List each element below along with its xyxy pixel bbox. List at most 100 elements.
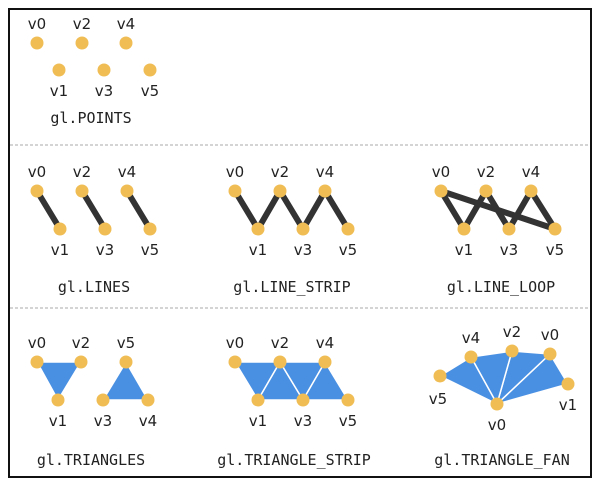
vertex-dot [228, 355, 242, 369]
vertex-dot [53, 222, 67, 236]
vertex-label: v2 [503, 323, 521, 341]
vertex-dot [119, 355, 133, 369]
vertex-dot [120, 184, 134, 198]
vertex-dot [143, 63, 157, 77]
vertex-label: v1 [249, 412, 267, 430]
vertex-dot [30, 36, 44, 50]
line-strip-segment [322, 188, 351, 232]
vertex-dot [490, 397, 504, 411]
vertex-label: v2 [72, 334, 90, 352]
vertex-dot [52, 63, 66, 77]
vertex-dot [30, 184, 44, 198]
vertex-dot [341, 393, 355, 407]
vertex-label: v2 [73, 163, 91, 181]
vertex-label: v5 [141, 82, 159, 100]
vertex-dot [30, 355, 44, 369]
vertex-dot [296, 222, 310, 236]
vertex-label: v0 [226, 334, 244, 352]
vertex-dot [75, 36, 89, 50]
line-loop-segment [461, 188, 489, 232]
vertex-dot [51, 393, 65, 407]
caption-triangles: gl.TRIANGLES [37, 451, 145, 469]
vertex-label: v4 [462, 329, 480, 347]
vertex-dot [464, 350, 478, 364]
vertex-label: v3 [95, 82, 113, 100]
vertex-label: v2 [271, 163, 289, 181]
vertex-label: v0 [28, 15, 46, 33]
vertex-dot [502, 222, 516, 236]
caption-line-loop: gl.LINE_LOOP [447, 278, 555, 296]
fan-triangle [439, 356, 498, 405]
vertex-label: v1 [49, 412, 67, 430]
vertex-label: v1 [455, 241, 473, 259]
panel-lines [30, 184, 157, 236]
vertex-dot [273, 184, 287, 198]
vertex-label: v1 [559, 396, 577, 414]
vertex-dot [479, 184, 493, 198]
caption-triangle-strip: gl.TRIANGLE_STRIP [217, 451, 371, 469]
caption-triangle-fan: gl.TRIANGLE_FAN [434, 451, 569, 469]
caption-points: gl.POINTS [50, 109, 131, 127]
caption-lines: gl.LINES [58, 278, 130, 296]
vertex-label: v0 [226, 163, 244, 181]
vertex-label: v0 [28, 334, 46, 352]
vertex-dot [434, 184, 448, 198]
vertex-dot [98, 222, 112, 236]
panel-line-loop [434, 184, 562, 236]
line-strip-segment [300, 188, 328, 232]
vertex-dot [97, 63, 111, 77]
vertex-label: v0 [432, 163, 450, 181]
line-strip-segment [232, 188, 261, 232]
vertex-label: v4 [118, 163, 136, 181]
line-segment [124, 188, 153, 232]
strip-triangle [302, 361, 349, 401]
panel-points [30, 36, 157, 77]
vertex-label: v4 [316, 163, 334, 181]
vertex-dot [318, 184, 332, 198]
line-strip-segment [277, 188, 306, 232]
vertex-label: v0 [541, 326, 559, 344]
panel-line-strip [228, 184, 355, 236]
line-segment [34, 188, 63, 232]
vertex-label: v5 [339, 412, 357, 430]
vertex-dot [433, 369, 447, 383]
vertex-label: v4 [139, 412, 157, 430]
vertex-dot [543, 347, 557, 361]
vertex-dot [251, 222, 265, 236]
line-loop-segment [506, 188, 534, 232]
vertex-label: v5 [141, 241, 159, 259]
vertex-label: v5 [117, 334, 135, 352]
vertex-label: v4 [316, 334, 334, 352]
vertex-dot [457, 222, 471, 236]
vertex-label: v0 [488, 416, 506, 434]
vertex-label: v2 [271, 334, 289, 352]
vertex-label: v5 [429, 390, 447, 408]
vertex-label: v4 [117, 15, 135, 33]
line-loop-closing-segment [438, 188, 558, 232]
panel-triangle-fan [433, 344, 575, 411]
vertex-label: v1 [50, 82, 68, 100]
vertex-dot [561, 377, 575, 391]
triangle [102, 361, 149, 401]
line-loop-segment [528, 188, 558, 232]
vertex-dot [251, 393, 265, 407]
vertex-dot [505, 344, 519, 358]
vertex-label: v3 [294, 412, 312, 430]
vertex-label: v2 [73, 15, 91, 33]
vertex-dot [143, 222, 157, 236]
panel-triangle-strip [228, 355, 355, 407]
vertex-label: v4 [522, 163, 540, 181]
line-strip-segment [255, 188, 283, 232]
caption-line-strip: gl.LINE_STRIP [233, 278, 350, 296]
vertex-dot [119, 36, 133, 50]
vertex-label: v1 [249, 241, 267, 259]
vertex-dot [296, 393, 310, 407]
triangle [36, 361, 82, 401]
panel-triangles [30, 355, 155, 407]
vertex-label: v1 [51, 241, 69, 259]
line-loop-segment [438, 188, 467, 232]
vertex-dot [141, 393, 155, 407]
vertex-label: v3 [96, 241, 114, 259]
vertex-label: v3 [94, 412, 112, 430]
